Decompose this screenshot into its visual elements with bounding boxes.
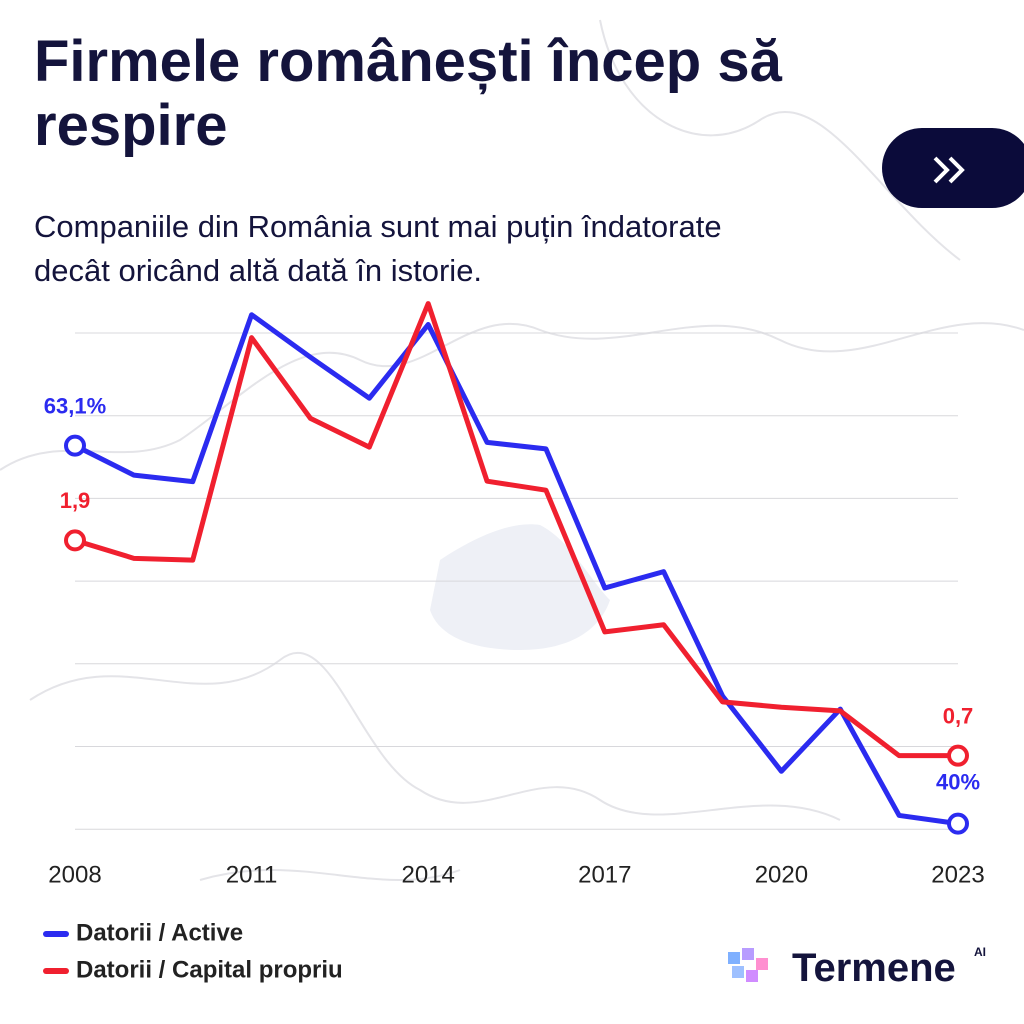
arrow-icon [882, 128, 1024, 208]
logo-mark [728, 948, 768, 982]
series-line [73, 312, 959, 827]
legend-label: Datorii / Capital propriu [76, 956, 343, 983]
subtitle: Companiile din România sunt mai puțin în… [34, 209, 722, 288]
value-label: 1,9 [60, 488, 91, 513]
legend-label: Datorii / Active [76, 919, 243, 946]
value-label: 63,1% [44, 393, 106, 418]
value-label: 0,7 [943, 703, 974, 728]
title: Firmele românești încep să respire [34, 29, 782, 158]
value-label: 40% [936, 769, 980, 794]
x-tick-label: 2014 [402, 861, 455, 888]
romania-shape [430, 524, 610, 650]
end-marker [947, 812, 969, 835]
x-tick-label: 2020 [755, 861, 808, 888]
end-marker [947, 744, 969, 767]
brand: Termene [792, 946, 956, 990]
brand-badge: AI [974, 945, 986, 959]
map-background [0, 19, 1024, 881]
x-tick-label: 2011 [226, 861, 278, 888]
x-tick-label: 2008 [48, 861, 101, 888]
x-tick-label: 2017 [578, 861, 631, 888]
x-tick-label: 2023 [931, 861, 984, 888]
series-line [74, 301, 958, 759]
end-marker [64, 434, 86, 457]
end-marker [64, 529, 86, 552]
